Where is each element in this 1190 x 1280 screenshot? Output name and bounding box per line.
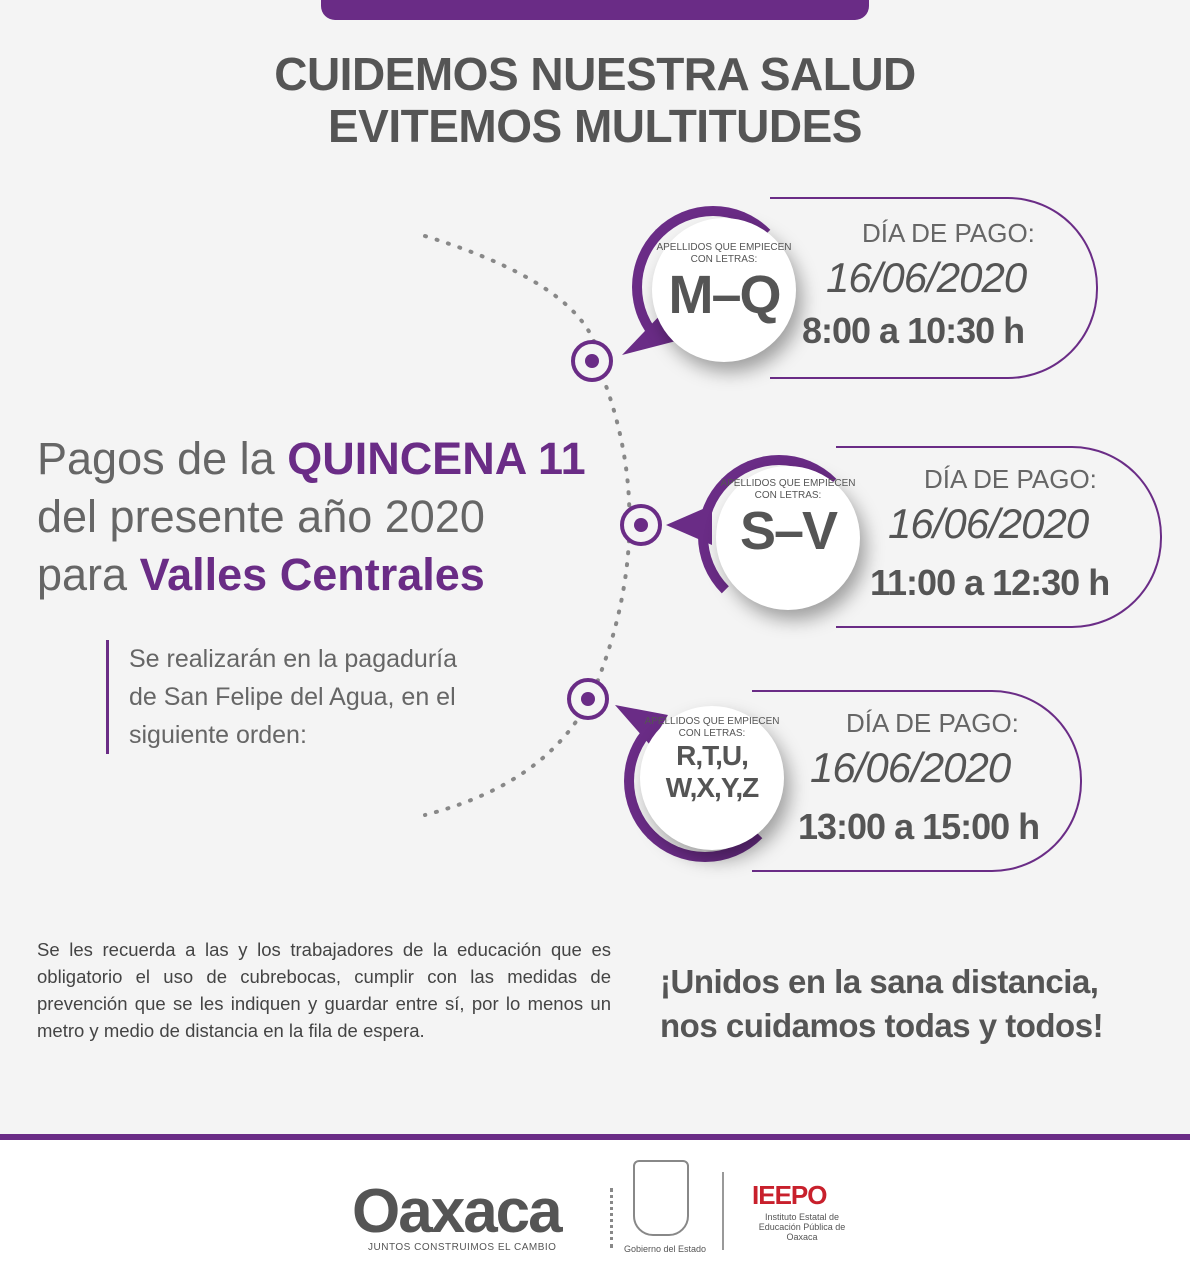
header-line-2: EVITEMOS MULTITUDES: [328, 100, 863, 152]
top-accent-bar: [321, 0, 869, 20]
title-quincena: QUINCENA 11: [287, 433, 586, 484]
ieepo-logo: IEEPO: [752, 1180, 827, 1210]
reminder-note: Se les recuerda a las y los trabajadores…: [37, 939, 611, 1041]
bottom-accent-bar: [0, 1134, 1190, 1140]
footer-dotted-divider: [610, 1188, 617, 1248]
slot-1-circle-caption: APELLIDOS QUE EMPIECEN CON LETRAS:: [656, 242, 792, 265]
marker-1: [571, 340, 613, 382]
subtitle-line-1: Se realizarán en la pagaduría: [129, 645, 458, 673]
slot-2-time: 11:00 a 12:30 h: [870, 562, 1110, 603]
slot-3-date: 16/06/2020: [810, 744, 1011, 791]
slot-2-letters: S–V: [739, 501, 838, 561]
slot-1-label: DÍA DE PAGO:: [862, 218, 1035, 248]
slot-1-time: 8:00 a 10:30 h: [802, 310, 1025, 351]
slot-1-date: 16/06/2020: [826, 254, 1027, 301]
slot-2-circle-caption: APELLIDOS QUE EMPIECEN CON LETRAS:: [720, 478, 856, 501]
slot-3-circle: APELLIDOS QUE EMPIECEN CON LETRAS: R,T,U…: [640, 706, 784, 850]
slogan: ¡Unidos en la sana distancia, nos cuidam…: [660, 960, 1104, 1048]
footer: Oaxaca JUNTOS CONSTRUIMOS EL CAMBIO Gobi…: [0, 1140, 1190, 1280]
title-part-3: para: [37, 549, 140, 600]
marker-2: [620, 504, 662, 546]
subtitle-line-3: siguiente orden:: [129, 721, 307, 749]
slogan-line-1: ¡Unidos en la sana distancia,: [660, 963, 1099, 1000]
slot-1-letters: M–Q: [668, 265, 781, 325]
slot-3-ring: [624, 700, 786, 862]
slot-2-date: 16/06/2020: [888, 500, 1089, 547]
ieepo-full-name: Instituto Estatal de Educación Pública d…: [758, 1212, 846, 1242]
slot-3-letters-line-1: R,T,U,: [676, 740, 749, 771]
slot-2-label: DÍA DE PAGO:: [924, 464, 1097, 494]
oaxaca-logo: Oaxaca: [352, 1177, 563, 1246]
oaxaca-tagline: JUNTOS CONSTRUIMOS EL CAMBIO: [368, 1242, 557, 1253]
footer-divider: [722, 1172, 724, 1250]
gobierno-caption: Gobierno del Estado: [624, 1244, 707, 1254]
slot-2-pill: [836, 446, 1162, 628]
slot-3-label: DÍA DE PAGO:: [846, 708, 1019, 738]
slot-1-pill: [770, 197, 1098, 379]
title-part-1: Pagos de la: [37, 433, 288, 484]
slot-3-circle-caption: APELLIDOS QUE EMPIECEN CON LETRAS:: [644, 716, 780, 739]
slot-3-pill: [752, 690, 1082, 872]
state-seal-icon: [633, 1160, 689, 1236]
title-region: Valles Centrales: [139, 549, 485, 600]
slot-3-time: 13:00 a 15:00 h: [798, 806, 1040, 847]
slogan-line-2: nos cuidamos todas y todos!: [660, 1007, 1104, 1044]
header: CUIDEMOS NUESTRA SALUD EVITEMOS MULTITUD…: [0, 48, 1190, 152]
subtitle-line-2: de San Felipe del Agua, en el: [129, 683, 456, 711]
title-part-2: del presente año 2020: [37, 491, 485, 542]
slot-1-ring: [632, 206, 794, 368]
subtitle: Se realizarán en la pagaduría de San Fel…: [106, 640, 529, 754]
slot-1-circle: APELLIDOS QUE EMPIECEN CON LETRAS: M–Q: [652, 218, 796, 362]
slot-2-circle: APELLIDOS QUE EMPIECEN CON LETRAS: S–V: [716, 466, 860, 610]
slot-2-ring: [698, 455, 860, 617]
slot-3-letters-line-2: W,X,Y,Z: [665, 772, 760, 803]
header-line-1: CUIDEMOS NUESTRA SALUD: [274, 48, 916, 100]
marker-3: [567, 678, 609, 720]
main-title: Pagos de la QUINCENA 11 del presente año…: [37, 430, 586, 604]
